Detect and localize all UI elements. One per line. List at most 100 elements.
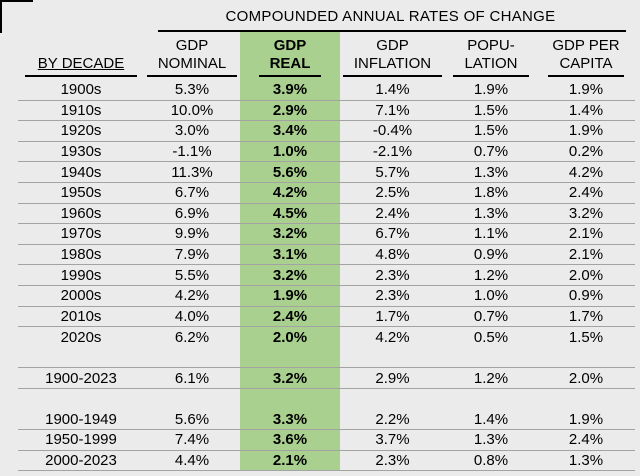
value-cell-gdp-real: 5.6% xyxy=(240,162,340,182)
value-cell-population: 1.5% xyxy=(473,101,509,119)
value-cell-gdp-real: 3.2% xyxy=(240,224,340,244)
value-cell-gdp-per-capita: 1.3% xyxy=(568,451,604,469)
value-cell-gdp-per-capita: 2.1% xyxy=(568,225,604,243)
row-label-cell: 1990s xyxy=(60,266,102,284)
column-header-line2: LATION xyxy=(453,55,529,77)
value-cell-gdp-real: 3.9% xyxy=(240,80,340,100)
table-row: 1970s 9.9% 3.2% 6.7% 1.1% 2.1% xyxy=(18,224,635,245)
row-label-cell: 1950-1999 xyxy=(45,431,117,449)
value-cell-gdp-inflation: 4.2% xyxy=(375,328,410,346)
value-cell-population: 0.7% xyxy=(473,143,509,161)
value-cell-gdp-inflation: 7.1% xyxy=(375,101,410,119)
value-cell-gdp-real: 2.0% xyxy=(240,327,340,348)
row-label-cell: 1970s xyxy=(60,225,102,243)
value-cell-gdp-per-capita xyxy=(537,389,635,410)
value-cell-gdp-inflation xyxy=(340,389,445,410)
value-cell-population: 1.5% xyxy=(473,122,509,140)
value-cell-gdp-real: 2.4% xyxy=(240,306,340,327)
value-cell-gdp-per-capita: 4.2% xyxy=(568,163,604,181)
row-label-cell: 1920s xyxy=(60,122,102,140)
value-cell-gdp-inflation: 2.9% xyxy=(375,369,410,387)
table-row: 1900s 5.3% 3.9% 1.4% 1.9% 1.9% xyxy=(18,80,635,101)
value-cell-gdp-per-capita: 1.9% xyxy=(568,122,604,140)
value-cell-gdp-nominal xyxy=(144,389,240,410)
value-cell-gdp-real: 3.2% xyxy=(240,265,340,285)
column-header-line2: INFLATION xyxy=(342,55,443,77)
value-cell-gdp-inflation: 5.7% xyxy=(375,163,410,181)
spacer-row xyxy=(18,347,635,369)
table-row: 2010s 4.0% 2.4% 1.7% 0.7% 1.7% xyxy=(18,306,635,328)
value-cell-gdp-per-capita: 1.4% xyxy=(568,101,604,119)
table-row: 1920s 3.0% 3.4% -0.4% 1.5% 1.9% xyxy=(18,121,635,142)
value-cell-gdp-per-capita: 2.0% xyxy=(568,369,604,387)
value-cell-population: 1.3% xyxy=(473,204,509,222)
value-cell-gdp-per-capita: 2.4% xyxy=(568,431,604,449)
value-cell-gdp-nominal: 10.0% xyxy=(170,101,214,119)
value-cell-gdp-per-capita: 1.9% xyxy=(568,410,604,428)
column-header-line1: GDP xyxy=(376,37,409,54)
column-header-gdp-real: GDP REAL xyxy=(240,32,340,80)
value-cell-gdp-per-capita: 1.5% xyxy=(568,328,604,346)
value-cell-gdp-inflation: 3.7% xyxy=(375,431,410,449)
column-header-by-decade: BY DECADE xyxy=(18,32,144,80)
value-cell-population xyxy=(445,389,537,410)
value-cell-gdp-inflation: 2.3% xyxy=(375,287,410,305)
table-row: 2020s 6.2% 2.0% 4.2% 0.5% 1.5% xyxy=(18,327,635,348)
value-cell-gdp-real: 1.0% xyxy=(240,141,340,162)
value-cell-gdp-real xyxy=(240,347,340,368)
column-header-line1: POPU- xyxy=(467,37,515,54)
value-cell-gdp-inflation: -0.4% xyxy=(372,122,413,140)
value-cell-population: 1.3% xyxy=(473,431,509,449)
value-cell-population: 0.8% xyxy=(473,451,509,469)
value-cell-population: 1.2% xyxy=(473,266,509,284)
row-label-cell: 2000s xyxy=(60,287,102,305)
value-cell-gdp-nominal: 3.0% xyxy=(174,122,210,140)
value-cell-gdp-nominal: 5.3% xyxy=(174,81,210,99)
column-header-line2: NOMINAL xyxy=(146,55,238,77)
value-cell-gdp-nominal: 4.2% xyxy=(174,287,210,305)
value-cell-gdp-real: 2.9% xyxy=(240,100,340,121)
column-header-line2: CAPITA xyxy=(548,55,624,77)
column-header-gdp-inflation: GDP INFLATION xyxy=(340,32,445,80)
value-cell-gdp-nominal: 6.1% xyxy=(174,369,210,387)
value-cell-gdp-inflation: 1.4% xyxy=(375,81,410,99)
table-row: 1940s 11.3% 5.6% 5.7% 1.3% 4.2% xyxy=(18,162,635,183)
row-label-cell: 1910s xyxy=(60,101,102,119)
value-cell-gdp-nominal: -1.1% xyxy=(172,143,212,161)
table-body: 1900s 5.3% 3.9% 1.4% 1.9% 1.9% 1910s 10.0% 2.9% 7… xyxy=(18,80,635,472)
value-cell-gdp-real: 1.9% xyxy=(240,285,340,306)
value-cell-gdp-real: 2.1% xyxy=(240,450,340,471)
value-cell-gdp-inflation: -2.1% xyxy=(372,143,413,161)
table-row: 1910s 10.0% 2.9% 7.1% 1.5% 1.4% xyxy=(18,100,635,122)
value-cell-gdp-per-capita: 1.7% xyxy=(568,307,604,325)
value-cell-population: 1.4% xyxy=(473,410,509,428)
value-cell-population: 0.7% xyxy=(473,307,509,325)
image-corner-mark xyxy=(0,0,2,33)
value-cell-gdp-per-capita: 2.1% xyxy=(568,246,604,264)
value-cell-gdp-per-capita: 0.9% xyxy=(568,287,604,305)
column-header-line1: GDP xyxy=(273,37,307,54)
value-cell-gdp-inflation: 2.5% xyxy=(375,184,410,202)
row-label-cell: 1980s xyxy=(60,246,102,264)
row-label-cell: 1900s xyxy=(60,81,102,99)
column-header-line1: GDP xyxy=(175,37,209,54)
value-cell-gdp-inflation: 2.2% xyxy=(375,410,410,428)
row-label-cell: 1950s xyxy=(60,184,102,202)
row-label-cell: 1900-2023 xyxy=(45,369,117,387)
table-row: 1950-1999 7.4% 3.6% 3.7% 1.3% 2.4% xyxy=(18,430,635,451)
value-cell-population: 1.9% xyxy=(473,81,509,99)
row-label-cell: 2020s xyxy=(60,328,102,346)
value-cell-gdp-real xyxy=(240,388,340,410)
row-label-cell: 1960s xyxy=(60,204,102,222)
value-cell-gdp-real: 3.2% xyxy=(240,368,340,388)
value-cell-population: 0.5% xyxy=(473,328,509,346)
value-cell-gdp-per-capita xyxy=(537,348,635,368)
value-cell-gdp-nominal: 5.6% xyxy=(174,410,210,428)
value-cell-gdp-inflation: 1.7% xyxy=(375,307,410,325)
column-header-gdp-per-capita: GDP PER CAPITA xyxy=(537,32,635,80)
value-cell-population: 0.9% xyxy=(473,246,509,264)
value-cell-gdp-inflation: 2.4% xyxy=(375,204,410,222)
value-cell-gdp-real: 3.3% xyxy=(240,409,340,430)
value-cell-population xyxy=(445,348,537,368)
value-cell-population: 1.2% xyxy=(473,369,509,387)
